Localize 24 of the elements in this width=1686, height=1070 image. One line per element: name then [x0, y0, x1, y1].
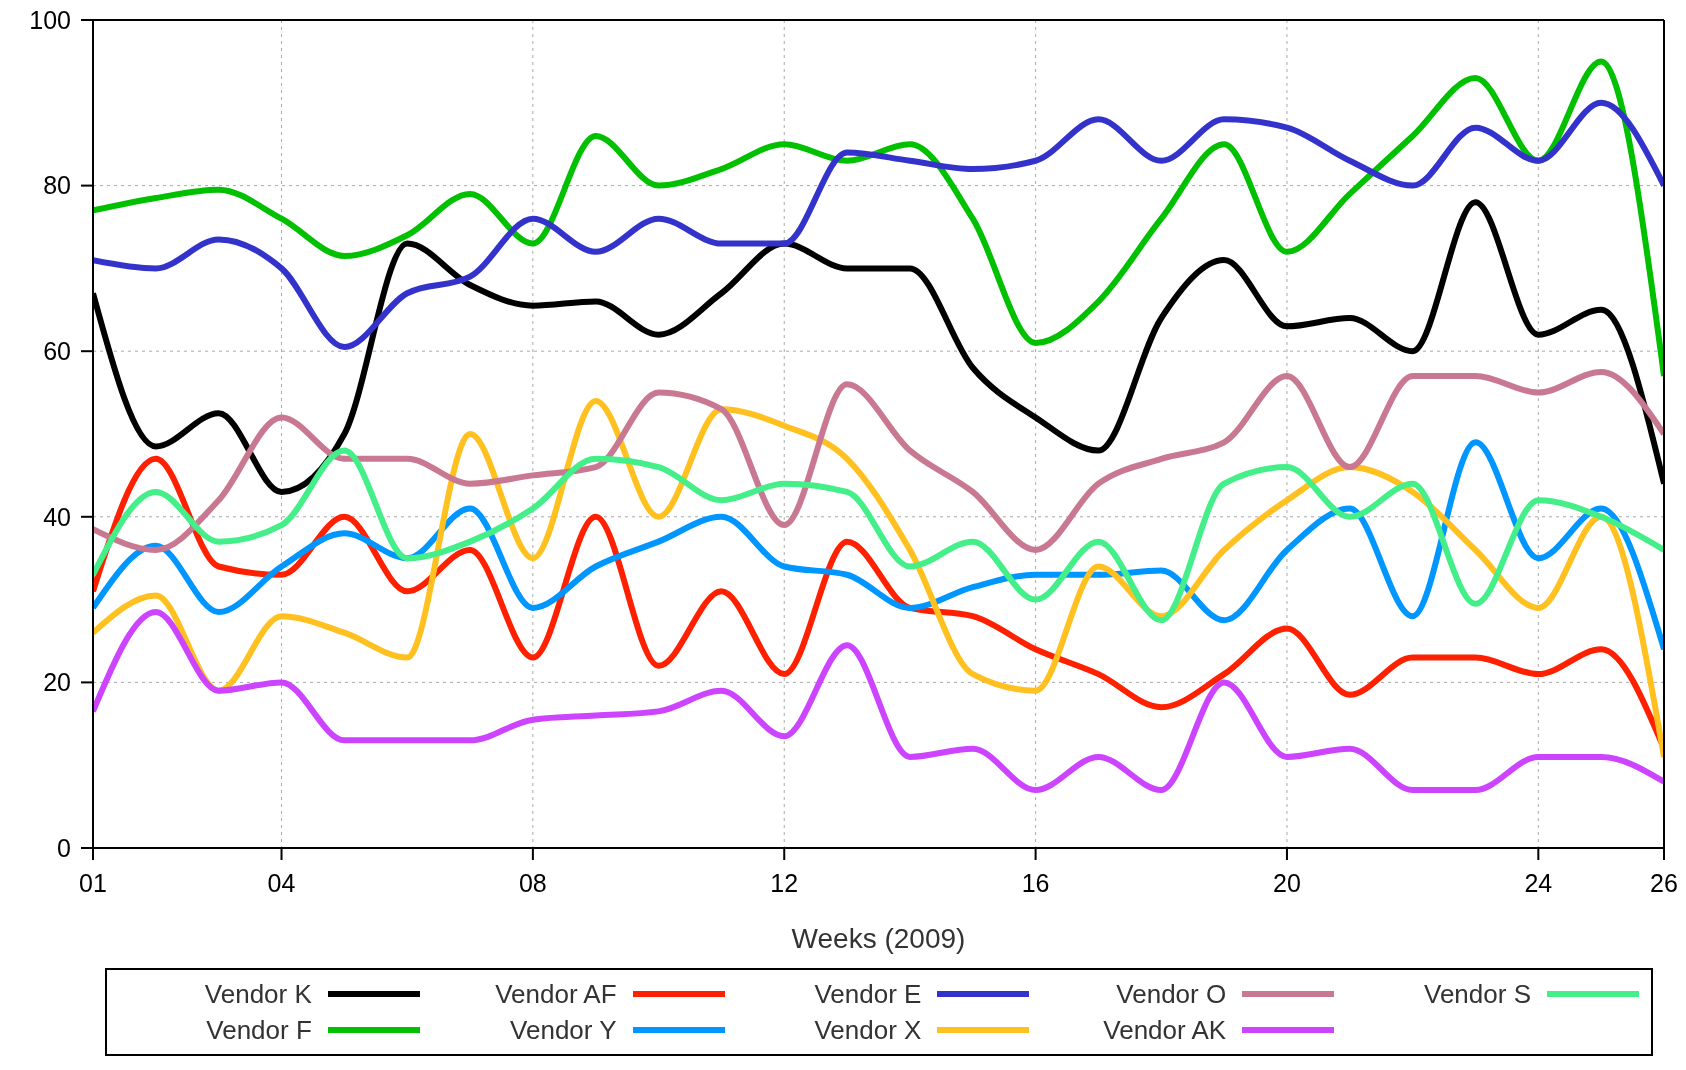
x-tick-label: 01 — [79, 868, 107, 897]
x-tick-label: 04 — [267, 868, 296, 897]
legend-label: Vendor AF — [495, 978, 617, 1010]
x-tick-label: 12 — [770, 868, 799, 897]
y-tick-label: 100 — [29, 5, 71, 34]
legend-label: Vendor S — [1424, 978, 1531, 1010]
legend-label: Vendor F — [206, 1014, 312, 1046]
x-tick-label: 08 — [518, 868, 547, 897]
legend-label: Vendor AK — [1103, 1014, 1227, 1046]
legend-label: Vendor Y — [510, 1014, 617, 1046]
x-tick-label: 26 — [1650, 868, 1678, 897]
x-tick-label: 24 — [1524, 868, 1553, 897]
legend-label: Vendor X — [814, 1014, 922, 1046]
legend-label: Vendor E — [814, 978, 922, 1010]
legend-label: Vendor K — [204, 978, 312, 1010]
x-tick-label: 20 — [1273, 868, 1301, 897]
y-tick-label: 80 — [43, 171, 71, 200]
legend-label: Vendor O — [1116, 978, 1227, 1010]
x-axis-title: Weeks (2009) — [791, 923, 966, 954]
y-tick-label: 60 — [43, 337, 71, 366]
y-tick-label: 0 — [57, 833, 71, 862]
y-tick-label: 20 — [43, 668, 71, 697]
x-tick-label: 16 — [1021, 868, 1050, 897]
y-tick-label: 40 — [43, 502, 71, 531]
